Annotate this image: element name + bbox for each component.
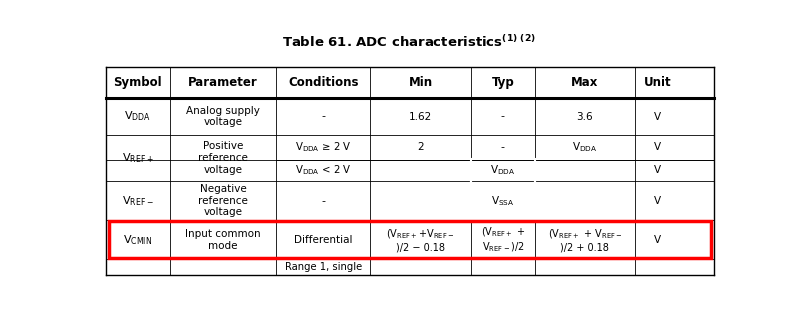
Text: $\mathregular{V_{DDA}}$: $\mathregular{V_{DDA}}$ xyxy=(124,110,151,123)
Text: ($\mathregular{V_{REF+}}$+$\mathregular{V_{REF-}}$
)/2 − 0.18: ($\mathregular{V_{REF+}}$+$\mathregular{… xyxy=(387,227,455,252)
Text: $\mathregular{V_{REF-}}$: $\mathregular{V_{REF-}}$ xyxy=(122,194,154,208)
Text: V: V xyxy=(654,235,662,245)
Text: Unit: Unit xyxy=(644,76,672,89)
Text: ($\mathregular{V_{REF+}}$ + $\mathregular{V_{REF-}}$
)/2 + 0.18: ($\mathregular{V_{REF+}}$ + $\mathregula… xyxy=(548,227,622,252)
Text: 3.6: 3.6 xyxy=(576,112,593,121)
Text: Differential: Differential xyxy=(294,235,352,245)
Text: $\mathregular{V_{DDA}}$: $\mathregular{V_{DDA}}$ xyxy=(490,164,516,178)
Text: $\mathregular{V_{SSA}}$: $\mathregular{V_{SSA}}$ xyxy=(491,194,514,208)
Text: Analog supply
voltage: Analog supply voltage xyxy=(186,106,260,127)
Text: Positive
reference
voltage: Positive reference voltage xyxy=(198,141,248,175)
Text: Input common
mode: Input common mode xyxy=(185,229,261,251)
Text: V: V xyxy=(654,142,662,152)
Text: Negative
reference
voltage: Negative reference voltage xyxy=(198,184,248,217)
Text: Table 61. ADC characteristics$\mathregular{^{(1)\ (2)}}$: Table 61. ADC characteristics$\mathregul… xyxy=(281,34,536,50)
Text: $\mathregular{V_{CMIN}}$: $\mathregular{V_{CMIN}}$ xyxy=(124,233,152,247)
Text: -: - xyxy=(501,142,505,152)
Text: Range 1, single: Range 1, single xyxy=(285,262,362,272)
Text: 2: 2 xyxy=(418,142,424,152)
Text: V: V xyxy=(654,165,662,176)
Text: Max: Max xyxy=(571,76,599,89)
Bar xyxy=(109,222,711,258)
Text: -: - xyxy=(321,112,325,121)
Text: Min: Min xyxy=(409,76,433,89)
Text: $\mathregular{V_{DDA}}$: $\mathregular{V_{DDA}}$ xyxy=(572,140,598,154)
Text: -: - xyxy=(501,112,505,121)
Text: Conditions: Conditions xyxy=(288,76,359,89)
Text: Typ: Typ xyxy=(492,76,514,89)
Text: V: V xyxy=(654,196,662,206)
Text: 1.62: 1.62 xyxy=(409,112,432,121)
Text: $\mathregular{V_{REF+}}$: $\mathregular{V_{REF+}}$ xyxy=(122,151,154,165)
Text: Parameter: Parameter xyxy=(188,76,257,89)
Text: ($\mathregular{V_{REF+}}$ +
$\mathregular{V_{REF-}}$)/2: ($\mathregular{V_{REF+}}$ + $\mathregula… xyxy=(481,225,525,255)
Text: $\mathregular{V_{DDA}}$ ≥ 2 V: $\mathregular{V_{DDA}}$ ≥ 2 V xyxy=(295,140,351,154)
Text: V: V xyxy=(654,112,662,121)
Text: -: - xyxy=(321,196,325,206)
Text: $\mathregular{V_{DDA}}$ < 2 V: $\mathregular{V_{DDA}}$ < 2 V xyxy=(295,164,351,178)
Text: Symbol: Symbol xyxy=(113,76,162,89)
